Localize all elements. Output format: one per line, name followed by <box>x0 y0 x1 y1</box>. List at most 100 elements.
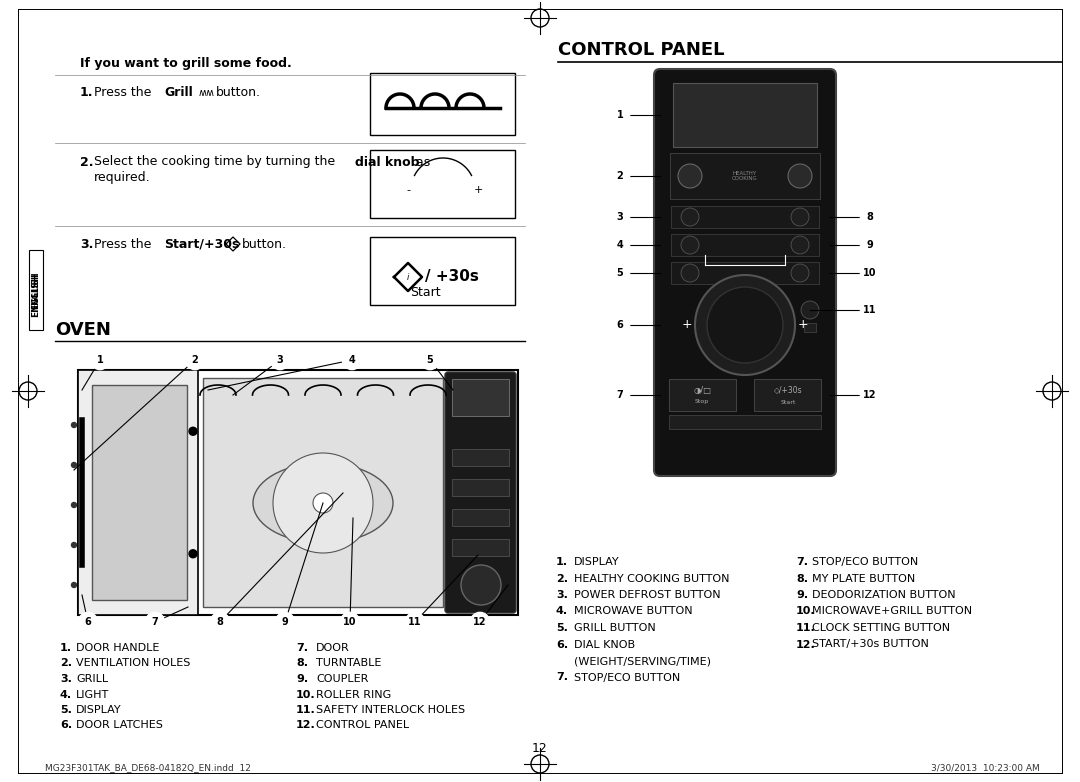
Text: 9.: 9. <box>296 674 308 684</box>
FancyBboxPatch shape <box>671 262 819 284</box>
Text: ENGLISH: ENGLISH <box>31 271 41 309</box>
Text: 1.: 1. <box>60 643 72 653</box>
Text: +: + <box>798 318 808 332</box>
Circle shape <box>610 207 630 227</box>
Text: 8: 8 <box>866 212 874 222</box>
Circle shape <box>417 164 469 216</box>
Circle shape <box>186 350 204 370</box>
Text: button.: button. <box>216 87 261 99</box>
FancyBboxPatch shape <box>804 323 816 332</box>
Text: CONTROL PANEL: CONTROL PANEL <box>558 41 725 59</box>
Text: Press the: Press the <box>94 87 156 99</box>
Circle shape <box>211 612 229 632</box>
Text: button.: button. <box>242 238 287 250</box>
Text: 3: 3 <box>276 355 283 365</box>
Circle shape <box>801 301 819 319</box>
FancyBboxPatch shape <box>754 379 821 411</box>
Circle shape <box>788 164 812 188</box>
Text: ◇/+30s: ◇/+30s <box>773 386 802 394</box>
Circle shape <box>471 612 489 632</box>
Text: 2.: 2. <box>556 573 568 583</box>
FancyBboxPatch shape <box>654 69 836 476</box>
Text: 1.: 1. <box>80 87 94 99</box>
Text: -: - <box>685 318 689 332</box>
Text: Press the: Press the <box>94 238 156 250</box>
Circle shape <box>681 236 699 254</box>
Text: dial knob: dial knob <box>355 156 419 168</box>
Text: POWER DEFROST BUTTON: POWER DEFROST BUTTON <box>573 590 720 600</box>
FancyBboxPatch shape <box>669 415 821 429</box>
Text: 3/30/2013  10:23:00 AM: 3/30/2013 10:23:00 AM <box>931 763 1040 773</box>
FancyBboxPatch shape <box>453 539 509 556</box>
FancyBboxPatch shape <box>453 379 509 416</box>
Text: DISPLAY: DISPLAY <box>573 557 620 567</box>
Text: 9: 9 <box>282 617 288 627</box>
Text: DISPLAY: DISPLAY <box>76 705 122 715</box>
Text: 3: 3 <box>617 212 623 222</box>
Circle shape <box>681 208 699 226</box>
Text: 11: 11 <box>408 617 422 627</box>
Text: CONTROL PANEL: CONTROL PANEL <box>316 720 409 730</box>
Text: ʍʍ: ʍʍ <box>199 88 215 98</box>
Text: 7: 7 <box>617 390 623 400</box>
Text: MY PLATE BUTTON: MY PLATE BUTTON <box>812 573 915 583</box>
FancyBboxPatch shape <box>92 385 187 600</box>
Text: 10.: 10. <box>796 607 815 616</box>
Text: DOOR HANDLE: DOOR HANDLE <box>76 643 160 653</box>
FancyBboxPatch shape <box>78 370 198 615</box>
Circle shape <box>861 300 879 320</box>
Text: required.: required. <box>94 171 150 185</box>
Text: Stop: Stop <box>694 400 710 404</box>
Circle shape <box>270 350 289 370</box>
Circle shape <box>861 207 879 227</box>
Text: 6: 6 <box>617 320 623 330</box>
FancyBboxPatch shape <box>671 234 819 256</box>
Text: 10: 10 <box>343 617 356 627</box>
Circle shape <box>71 583 77 587</box>
Text: 4: 4 <box>349 355 355 365</box>
Text: 6.: 6. <box>556 640 568 650</box>
Text: ◑/□: ◑/□ <box>693 386 711 394</box>
Text: 8.: 8. <box>796 573 808 583</box>
Text: TURNTABLE: TURNTABLE <box>316 658 381 669</box>
Text: 4.: 4. <box>556 607 568 616</box>
Circle shape <box>342 350 362 370</box>
Text: GRILL: GRILL <box>76 674 108 684</box>
Text: 5: 5 <box>427 355 433 365</box>
Text: OVEN: OVEN <box>55 321 111 339</box>
Text: MICROWAVE BUTTON: MICROWAVE BUTTON <box>573 607 692 616</box>
Circle shape <box>861 264 879 282</box>
Text: 9.: 9. <box>796 590 808 600</box>
Circle shape <box>146 612 164 632</box>
Text: 3.: 3. <box>80 238 93 250</box>
Text: 2.: 2. <box>60 658 72 669</box>
Text: 8.: 8. <box>296 658 308 669</box>
Circle shape <box>273 453 373 553</box>
Text: Start: Start <box>781 400 796 404</box>
Text: DOOR: DOOR <box>316 643 350 653</box>
Text: 5: 5 <box>617 268 623 278</box>
Text: STOP/ECO BUTTON: STOP/ECO BUTTON <box>812 557 918 567</box>
Text: 2: 2 <box>617 171 623 181</box>
Text: 6: 6 <box>84 617 92 627</box>
Text: 11.: 11. <box>796 623 815 633</box>
Text: 4.: 4. <box>60 690 72 700</box>
Text: 12: 12 <box>473 617 487 627</box>
Text: (WEIGHT/SERVING/TIME): (WEIGHT/SERVING/TIME) <box>573 656 711 666</box>
Text: MG23F301TAK_BA_DE68-04182Q_EN.indd  12: MG23F301TAK_BA_DE68-04182Q_EN.indd 12 <box>45 763 251 773</box>
Circle shape <box>71 503 77 508</box>
Circle shape <box>610 235 630 254</box>
FancyBboxPatch shape <box>453 509 509 526</box>
Circle shape <box>340 612 360 632</box>
FancyBboxPatch shape <box>669 379 735 411</box>
Text: +: + <box>473 185 483 195</box>
Text: 2: 2 <box>191 355 199 365</box>
Circle shape <box>791 236 809 254</box>
Text: SAFETY INTERLOCK HOLES: SAFETY INTERLOCK HOLES <box>316 705 465 715</box>
FancyBboxPatch shape <box>29 250 43 330</box>
Circle shape <box>861 386 879 404</box>
Circle shape <box>707 287 783 363</box>
Text: 1: 1 <box>96 355 104 365</box>
Text: START/+30s BUTTON: START/+30s BUTTON <box>812 640 929 650</box>
Text: 12.: 12. <box>796 640 815 650</box>
